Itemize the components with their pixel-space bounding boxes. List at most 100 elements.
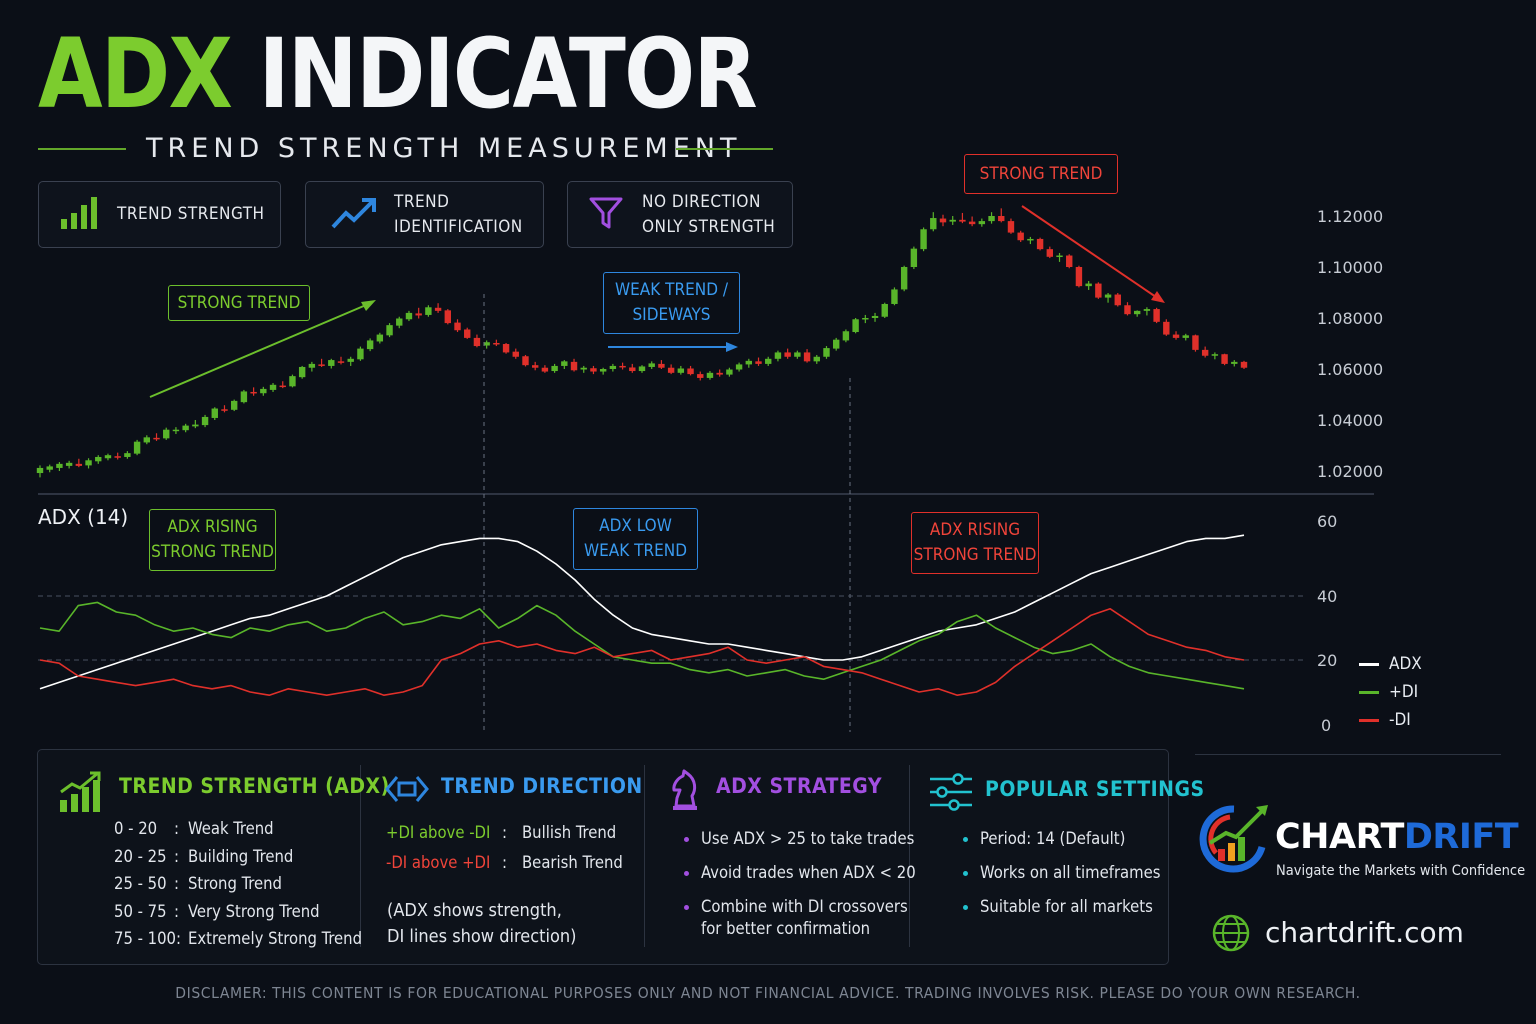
- candle: [1201, 346, 1209, 358]
- series-line-plusminus-di: [39, 601, 1245, 690]
- chess-knight-icon: [668, 768, 700, 816]
- price-tick: 1.04000: [1317, 411, 1384, 430]
- candle: [493, 339, 500, 347]
- downtrend-arrowhead: [1151, 291, 1165, 303]
- candle: [337, 356, 345, 365]
- feature-label-line2: ONLY STRENGTH: [642, 216, 776, 237]
- strength-row: 20 - 25: Building Trend: [114, 846, 294, 866]
- candle: [36, 465, 44, 478]
- candle: [85, 458, 92, 469]
- strategy-item: Combine with DI crossovers: [684, 890, 916, 924]
- candle: [551, 363, 558, 373]
- settings-item: Suitable for all markets: [963, 890, 1161, 924]
- candle: [308, 361, 316, 372]
- candle: [347, 356, 354, 366]
- candle: [609, 363, 617, 372]
- candle: [978, 218, 986, 227]
- direction-row-bullish: +DI above -DI: Bullish Trend: [386, 823, 617, 842]
- subtitle: TREND STRENGTH MEASUREMENT: [146, 133, 742, 164]
- price-tick: 1.06000: [1317, 360, 1384, 379]
- candle: [1211, 352, 1219, 360]
- candle: [434, 303, 442, 313]
- feature-trend-identification: TREND IDENTIFICATION: [305, 181, 544, 248]
- settings-list: Period: 14 (Default) Works on all timefr…: [963, 822, 1161, 924]
- candle: [1104, 293, 1112, 303]
- candle: [755, 357, 762, 366]
- candle: [298, 365, 306, 379]
- candle: [803, 349, 811, 363]
- candle: [638, 365, 646, 373]
- feature-trend-strength: TREND STRENGTH: [38, 181, 281, 248]
- trend-arrow-icon: [330, 195, 380, 235]
- candle: [376, 332, 384, 344]
- candle: [522, 354, 529, 367]
- strength-row: 75 - 100: Extremely Strong Trend: [114, 929, 363, 948]
- candle: [1182, 333, 1189, 341]
- direction-note: (ADX shows strength, DI lines show direct…: [387, 900, 577, 947]
- candle: [1163, 319, 1170, 336]
- subtitle-rule-left: [38, 148, 126, 150]
- strategy-item: Use ADX > 25 to take trades: [684, 822, 916, 856]
- candle: [512, 348, 519, 359]
- candle: [143, 435, 151, 445]
- settings-item: Period: 14 (Default): [963, 822, 1161, 856]
- strength-row: 0 - 20: Weak Trend: [114, 819, 274, 838]
- strategy-list: Use ADX > 25 to take trades Avoid trades…: [684, 822, 916, 924]
- candle: [920, 227, 927, 252]
- candle: [697, 371, 704, 381]
- candle: [590, 365, 597, 375]
- feature-label-line2: IDENTIFICATION: [394, 216, 523, 237]
- candle: [862, 314, 869, 324]
- candle: [1007, 218, 1015, 234]
- brand-tagline: Navigate the Markets with Confidence: [1276, 863, 1526, 879]
- candle: [570, 358, 578, 372]
- candle: [959, 212, 966, 224]
- section-title-strategy: ADX STRATEGY: [716, 774, 883, 798]
- candle: [56, 462, 63, 471]
- candle: [765, 356, 772, 366]
- candle: [561, 360, 568, 369]
- sideways-arrowhead: [726, 342, 738, 352]
- candle: [192, 420, 199, 429]
- candle: [464, 327, 471, 339]
- candle: [910, 246, 918, 270]
- website-link[interactable]: chartdrift.com: [1265, 916, 1464, 949]
- annotation-adx-rising-2: ADX RISING STRONG TREND: [911, 512, 1039, 574]
- candle: [163, 427, 170, 440]
- strategy-item-cont: for better confirmation: [701, 919, 871, 938]
- candle: [425, 305, 432, 317]
- candle: [949, 216, 956, 225]
- candle: [629, 363, 636, 373]
- candle: [318, 358, 325, 367]
- candle: [279, 381, 286, 389]
- candle: [260, 386, 267, 396]
- panel-divider: [644, 765, 645, 947]
- panel-divider: [909, 765, 910, 947]
- globe-icon: [1211, 913, 1251, 957]
- annotation-adx-low: ADX LOW WEAK TREND: [573, 508, 698, 570]
- page-title: ADX INDICATOR: [38, 14, 758, 134]
- candle: [444, 309, 452, 325]
- candle: [531, 361, 539, 371]
- brand-name: CHARTDRIFT: [1275, 817, 1519, 857]
- price-tick: 1.12000: [1317, 207, 1384, 226]
- annotation-adx-rising-1: ADX RISING STRONG TREND: [149, 509, 276, 571]
- candle: [328, 358, 335, 369]
- feature-label-line1: TREND: [394, 191, 450, 212]
- price-tick: 1.02000: [1317, 462, 1384, 481]
- candle: [250, 387, 257, 396]
- disclaimer: DISCLAMER: THIS CONTENT IS FOR EDUCATION…: [175, 984, 1361, 1002]
- candle: [1133, 310, 1141, 317]
- price-and-adx-chart: [36, 205, 1374, 732]
- section-title-direction: TREND DIRECTION: [441, 774, 643, 798]
- candle: [716, 369, 723, 377]
- direction-row-bearish: -DI above +DI: Bearish Trend: [386, 853, 623, 872]
- candle: [386, 323, 393, 338]
- candle: [580, 365, 587, 373]
- candle: [677, 365, 685, 375]
- brand-divider: [1195, 754, 1501, 755]
- candle: [1095, 282, 1102, 299]
- feature-label-line1: NO DIRECTION: [642, 191, 761, 212]
- candle: [823, 346, 830, 359]
- legend-item-plus-di: +DI: [1359, 678, 1422, 706]
